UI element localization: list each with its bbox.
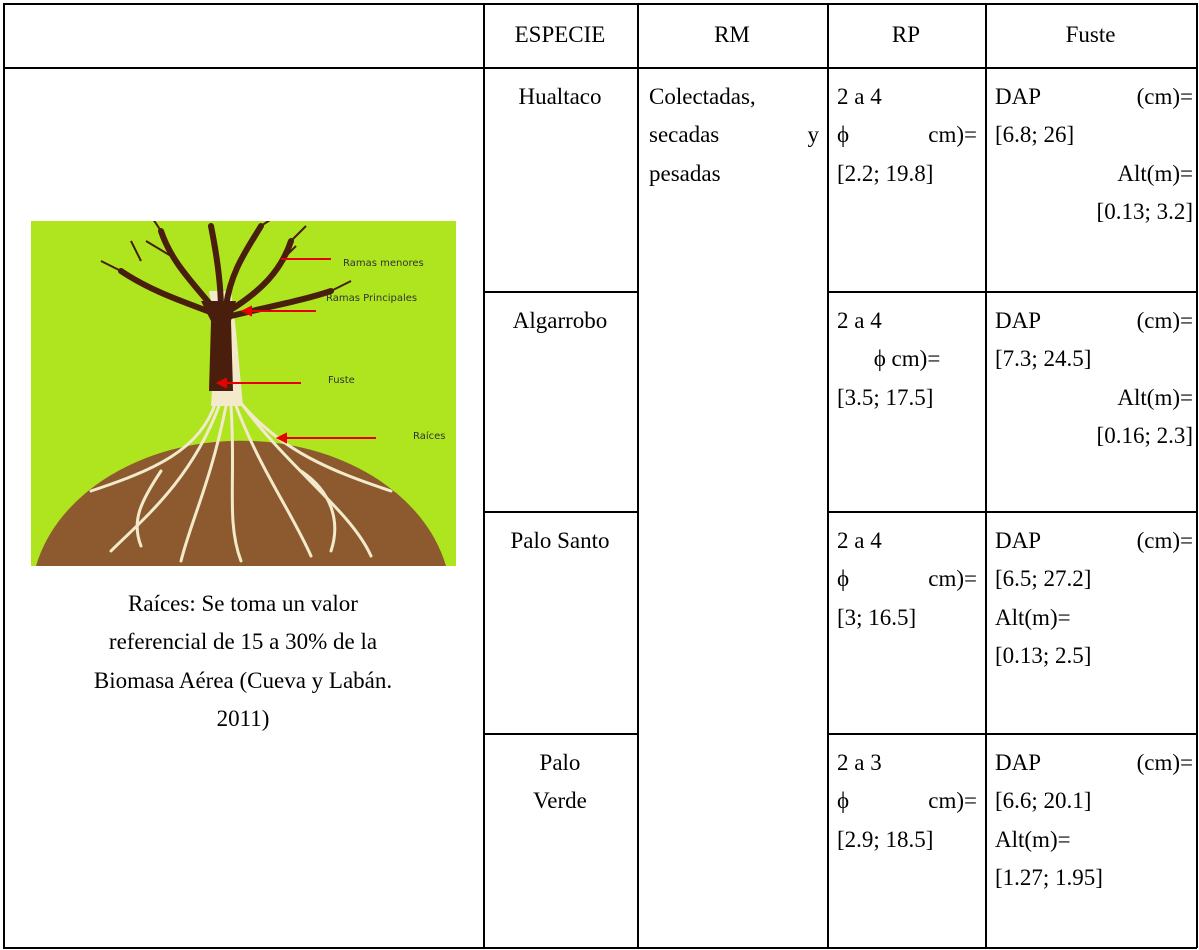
tree-figure: Ramas menores Ramas Principales Fuste Ra… bbox=[31, 221, 456, 566]
fuste-text: [7.3; 24.5] bbox=[995, 346, 1092, 372]
figure-caption: Raíces: Se toma un valor bbox=[128, 591, 358, 616]
border bbox=[827, 3, 829, 948]
rm-text: secadas y bbox=[649, 122, 819, 148]
fuste-text: Alt(m)= bbox=[995, 826, 1071, 852]
rp-text: [3.5; 17.5] bbox=[837, 384, 934, 410]
border bbox=[483, 291, 638, 293]
rp-text: 2 a 4 bbox=[837, 308, 882, 333]
figure-label: Fuste bbox=[328, 375, 355, 386]
border bbox=[483, 733, 638, 735]
rp-text: ϕ cm)= bbox=[837, 122, 977, 148]
border bbox=[985, 3, 987, 948]
rp-text: ϕ cm)= bbox=[837, 788, 977, 814]
fuste-text: DAP (cm)= bbox=[995, 84, 1193, 109]
fuste-text: [6.8; 26] bbox=[995, 122, 1075, 148]
rm-text: Colectadas, bbox=[649, 84, 756, 109]
fuste-text: Alt(m)= bbox=[1117, 384, 1193, 410]
column-header: RM bbox=[714, 22, 750, 47]
fuste-text: DAP (cm)= bbox=[995, 528, 1193, 553]
fuste-text: DAP (cm)= bbox=[995, 308, 1193, 333]
rp-text: [3; 16.5] bbox=[837, 604, 917, 630]
column-header: Fuste bbox=[1065, 22, 1116, 47]
figure-caption: referencial de 15 a 30% de la bbox=[108, 629, 378, 655]
figure-label: Ramas menores bbox=[343, 258, 424, 269]
border bbox=[827, 733, 1197, 735]
border bbox=[3, 67, 1197, 69]
border bbox=[827, 291, 1197, 293]
rm-text: pesadas bbox=[649, 160, 721, 186]
border bbox=[1196, 3, 1198, 948]
fuste-text: Alt(m)= bbox=[1117, 160, 1193, 186]
rp-text: [2.2; 19.8] bbox=[837, 160, 934, 186]
figure-caption: 2011) bbox=[216, 705, 270, 731]
border bbox=[483, 3, 485, 948]
fuste-text: [1.27; 1.95] bbox=[995, 864, 1103, 890]
species-name: Palo bbox=[539, 750, 581, 775]
fuste-text: [0.13; 2.5] bbox=[995, 642, 1092, 668]
fuste-text: [6.5; 27.2] bbox=[995, 566, 1092, 592]
border bbox=[827, 511, 1197, 513]
fuste-text: Alt(m)= bbox=[995, 604, 1071, 630]
rp-text: 2 a 4 bbox=[837, 84, 882, 109]
border bbox=[637, 3, 639, 948]
rp-text: 2 a 3 bbox=[837, 750, 882, 775]
figure-caption: Biomasa Aérea (Cueva y Labán. bbox=[93, 667, 393, 693]
fuste-text: [0.16; 2.3] bbox=[1096, 422, 1193, 448]
border bbox=[3, 947, 1197, 949]
figure-label: Ramas Principales bbox=[326, 293, 417, 304]
species-name: Verde bbox=[533, 788, 587, 814]
border bbox=[3, 3, 5, 948]
rp-text: [2.9; 18.5] bbox=[837, 826, 934, 852]
rp-text: ϕ cm)= bbox=[837, 566, 977, 592]
fuste-text: DAP (cm)= bbox=[995, 750, 1193, 775]
border bbox=[483, 511, 638, 513]
species-name: Hualtaco bbox=[518, 84, 602, 109]
rp-text: 2 a 4 bbox=[837, 528, 882, 553]
rp-text: ϕ cm)= bbox=[873, 346, 941, 372]
species-name: Algarrobo bbox=[512, 308, 608, 333]
border bbox=[3, 3, 1197, 5]
column-header: ESPECIE bbox=[514, 22, 606, 47]
figure-label: Raíces bbox=[413, 430, 446, 442]
fuste-text: [0.13; 3.2] bbox=[1096, 198, 1193, 224]
species-name: Palo Santo bbox=[510, 528, 610, 553]
fuste-text: [6.6; 20.1] bbox=[995, 788, 1092, 814]
column-header: RP bbox=[891, 22, 921, 47]
